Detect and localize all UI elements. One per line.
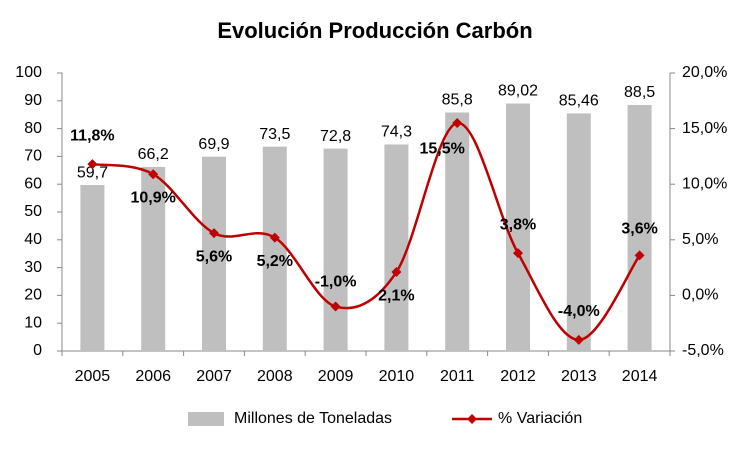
y-tick-label: 100 <box>15 64 42 81</box>
x-tick-label: 2006 <box>135 368 171 385</box>
marker <box>391 267 402 278</box>
y-tick-label: 10 <box>24 314 42 331</box>
x-tick-label: 2012 <box>500 368 536 385</box>
x-tick-label: 2010 <box>379 368 415 385</box>
y-tick-label: 60 <box>24 175 42 192</box>
y-tick-label: 90 <box>24 92 42 109</box>
x-tick-label: 2011 <box>440 368 475 385</box>
y-tick-label: 80 <box>24 120 42 137</box>
x-tick-label: 2014 <box>622 368 658 385</box>
x-tick-label: 2013 <box>561 368 597 385</box>
bar <box>445 112 470 351</box>
chart-title: Evolución Producción Carbón <box>217 18 532 43</box>
marker <box>573 334 584 345</box>
legend-label: Millones de Toneladas <box>234 410 392 427</box>
y-tick-label: 0 <box>33 342 42 359</box>
y2-tick-label: 10,0% <box>682 175 727 192</box>
x-tick-label: 2008 <box>257 368 293 385</box>
legend-swatch <box>188 412 224 426</box>
bar-value-label: 85,8 <box>442 92 473 109</box>
bar <box>80 185 105 351</box>
line-value-label: 10,9% <box>131 189 176 206</box>
marker <box>269 232 280 243</box>
bar-value-label: 73,5 <box>259 126 290 143</box>
bar-value-label: 66,2 <box>138 146 169 163</box>
bar-value-label: 69,9 <box>198 136 229 153</box>
line-value-label: 5,6% <box>196 248 232 265</box>
line-value-label: 15,5% <box>420 140 465 157</box>
x-tick-label: 2009 <box>318 368 354 385</box>
bar <box>506 103 530 351</box>
marker <box>148 169 159 180</box>
marker <box>634 250 645 261</box>
bar-value-label: 72,8 <box>320 128 351 145</box>
x-tick-label: 2007 <box>196 368 232 385</box>
line-value-label: 3,6% <box>621 221 657 238</box>
marker <box>330 301 341 312</box>
y2-tick-label: -5,0% <box>682 342 724 359</box>
y2-tick-label: 20,0% <box>682 64 727 81</box>
bar-value-label: 88,5 <box>624 84 655 101</box>
y2-tick-label: 0,0% <box>682 287 718 304</box>
marker <box>87 159 98 170</box>
marker <box>513 248 523 259</box>
bar <box>262 146 287 351</box>
legend-marker <box>467 414 478 424</box>
x-tick-label: 2005 <box>75 368 111 385</box>
bar <box>323 148 348 351</box>
line-value-label: 2,1% <box>378 287 414 304</box>
y-tick-label: 70 <box>24 148 42 165</box>
line-value-label: 5,2% <box>257 253 293 270</box>
bar-value-label: 89,02 <box>498 83 538 100</box>
bar <box>627 104 652 351</box>
line-value-label: 11,8% <box>70 127 114 144</box>
bar <box>384 144 409 351</box>
y-tick-label: 50 <box>24 203 42 220</box>
bar <box>566 113 591 351</box>
line-value-label: 3,8% <box>500 216 536 233</box>
bar-value-label: 85,46 <box>559 93 599 110</box>
marker <box>452 118 463 129</box>
bar-value-label: 59,7 <box>77 164 108 181</box>
y-tick-label: 40 <box>24 231 42 248</box>
y2-tick-label: 5,0% <box>682 231 718 248</box>
bar-value-label: 74,3 <box>381 124 412 141</box>
bar <box>202 156 226 351</box>
y2-tick-label: 15,0% <box>682 120 727 137</box>
y-tick-label: 30 <box>24 259 42 276</box>
line-value-label: -4,0% <box>558 303 600 320</box>
line-value-label: -1,0% <box>315 274 357 291</box>
legend-label: % Variación <box>498 410 582 427</box>
y-tick-label: 20 <box>24 287 42 304</box>
bar <box>141 166 166 351</box>
marker <box>209 228 219 239</box>
